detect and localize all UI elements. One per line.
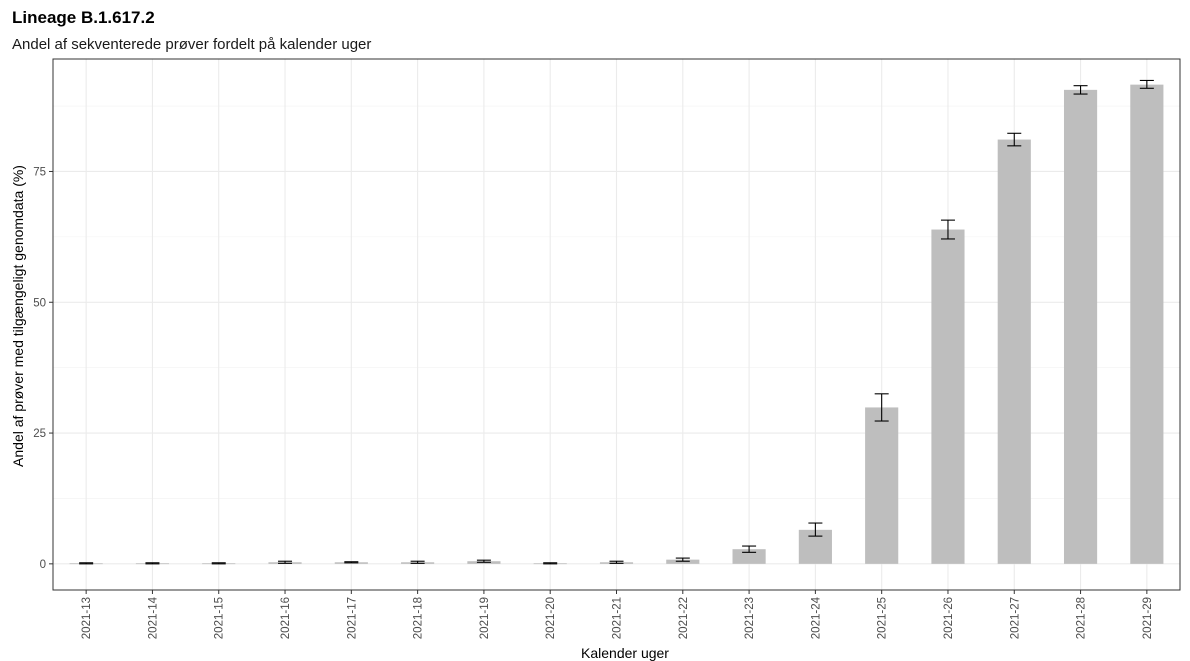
bar [1063, 89, 1098, 564]
error-bar [1073, 85, 1088, 95]
x-axis: 2021-13 2021-14 2021-15 2021-16 2021-17 2021-… [81, 590, 1154, 639]
bar [931, 229, 965, 564]
x-tick-label: 2021-19 [479, 597, 491, 639]
x-tick-label: 2021-27 [1009, 597, 1021, 639]
x-tick-label: 2021-23 [744, 597, 756, 639]
bar [865, 407, 899, 564]
error-bar [609, 560, 624, 564]
error-bar [79, 562, 94, 565]
x-tick-label: 2021-21 [612, 597, 624, 639]
error-bar [145, 562, 160, 565]
error-bar [278, 560, 293, 564]
error-bar [476, 559, 491, 563]
x-tick-label: 2021-24 [810, 596, 822, 639]
error-bar [410, 560, 425, 564]
x-tick-label: 2021-25 [877, 597, 889, 639]
error-bar [808, 522, 823, 537]
x-tick-label: 2021-20 [545, 597, 557, 639]
chart-title: Lineage B.1.617.2 [12, 8, 155, 27]
error-bar [543, 562, 558, 565]
error-bar [1139, 79, 1154, 89]
bar [997, 139, 1031, 564]
x-tick-label: 2021-28 [1076, 597, 1088, 639]
error-bars [79, 79, 1154, 565]
error-bar [344, 561, 359, 564]
y-tick-label: 50 [33, 297, 46, 309]
y-tick-label: 0 [40, 559, 46, 571]
x-tick-label: 2021-15 [214, 597, 226, 639]
error-bar [211, 562, 226, 565]
y-axis: 0 25 50 75 [33, 166, 53, 571]
chart-subtitle: Andel af sekventerede prøver fordelt på … [12, 36, 371, 53]
y-tick-label: 75 [33, 166, 46, 178]
x-tick-label: 2021-16 [280, 597, 292, 639]
x-tick-label: 2021-13 [81, 597, 93, 639]
bars [69, 84, 1164, 565]
x-tick-label: 2021-22 [678, 597, 690, 639]
error-bar [675, 557, 690, 562]
x-axis-title: Kalender uger [581, 645, 669, 661]
bar [1130, 84, 1164, 564]
error-bar [940, 219, 955, 240]
x-tick-label: 2021-26 [943, 597, 955, 639]
x-tick-label: 2021-18 [413, 597, 425, 639]
bar [732, 549, 766, 564]
x-tick-label: 2021-29 [1142, 597, 1154, 639]
y-axis-title: Andel af prøver med tilgængeligt genomda… [10, 165, 26, 467]
error-bar [742, 545, 757, 553]
y-tick-label: 25 [33, 428, 46, 440]
error-bar [874, 393, 889, 422]
error-bar [1007, 132, 1022, 147]
x-tick-label: 2021-14 [147, 596, 159, 639]
x-tick-label: 2021-17 [346, 597, 358, 639]
